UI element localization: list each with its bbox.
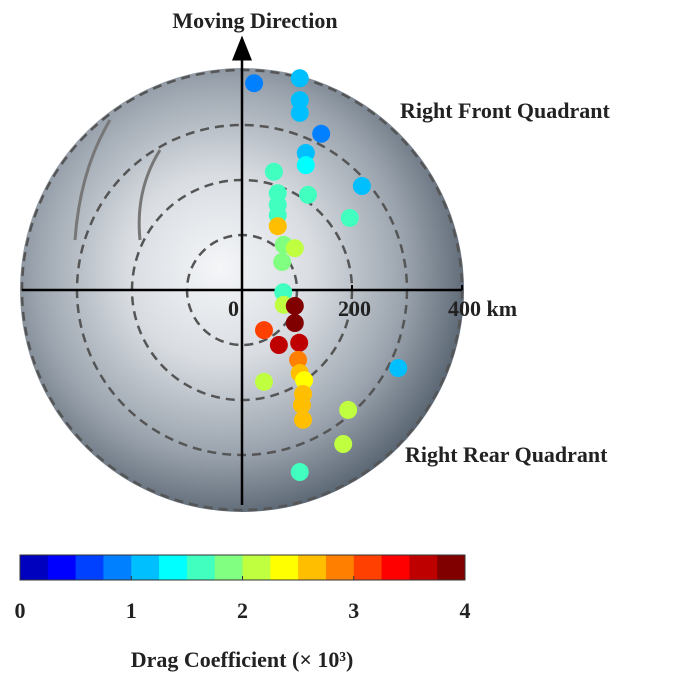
data-point: [291, 69, 309, 87]
colorbar-tick-label: 2: [237, 598, 248, 623]
data-point: [265, 163, 283, 181]
x-tick-label: 0: [228, 296, 239, 321]
colorbar-label: Drag Coefficient (× 10³): [131, 647, 354, 672]
colorbar-segment: [76, 555, 104, 580]
colorbar-segment: [48, 555, 76, 580]
colorbar-segment: [103, 555, 131, 580]
colorbar-tick-label: 0: [15, 598, 26, 623]
chart: Moving Direction Right Front Quadrant Ri…: [0, 0, 698, 675]
colorbar-segment: [326, 555, 354, 580]
x-tick-label: 200: [338, 296, 371, 321]
data-point: [273, 253, 291, 271]
data-point: [291, 104, 309, 122]
data-point: [297, 156, 315, 174]
colorbar-segment: [298, 555, 326, 580]
colorbar-tick-label: 4: [460, 598, 471, 623]
data-point: [299, 186, 317, 204]
annotation: Right Rear Quadrant: [405, 442, 608, 467]
x-tick-label: 400 km: [448, 296, 517, 321]
data-point: [341, 209, 359, 227]
title: Moving Direction: [172, 8, 337, 33]
colorbar-segment: [270, 555, 298, 580]
data-point: [286, 314, 304, 332]
data-point: [339, 401, 357, 419]
data-point: [389, 359, 407, 377]
data-point: [255, 373, 273, 391]
data-point: [290, 334, 308, 352]
data-point: [294, 411, 312, 429]
colorbar-tick-label: 1: [126, 598, 137, 623]
data-point: [255, 321, 273, 339]
data-point: [245, 74, 263, 92]
data-point: [270, 336, 288, 354]
colorbar-segment: [159, 555, 187, 580]
colorbar-segment: [187, 555, 215, 580]
data-point: [312, 125, 330, 143]
colorbar-segment: [382, 555, 410, 580]
colorbar-tick-label: 3: [348, 598, 359, 623]
colorbar-segment: [20, 555, 48, 580]
colorbar-segment: [354, 555, 382, 580]
data-point: [334, 435, 352, 453]
data-point: [286, 297, 304, 315]
colorbar-segment: [409, 555, 437, 580]
data-point: [269, 217, 287, 235]
colorbar-segment: [243, 555, 271, 580]
colorbar-segment: [437, 555, 465, 580]
annotation: Right Front Quadrant: [400, 98, 611, 123]
data-point: [353, 177, 371, 195]
data-point: [291, 463, 309, 481]
colorbar-segment: [215, 555, 243, 580]
data-point: [286, 239, 304, 257]
colorbar-segment: [131, 555, 159, 580]
